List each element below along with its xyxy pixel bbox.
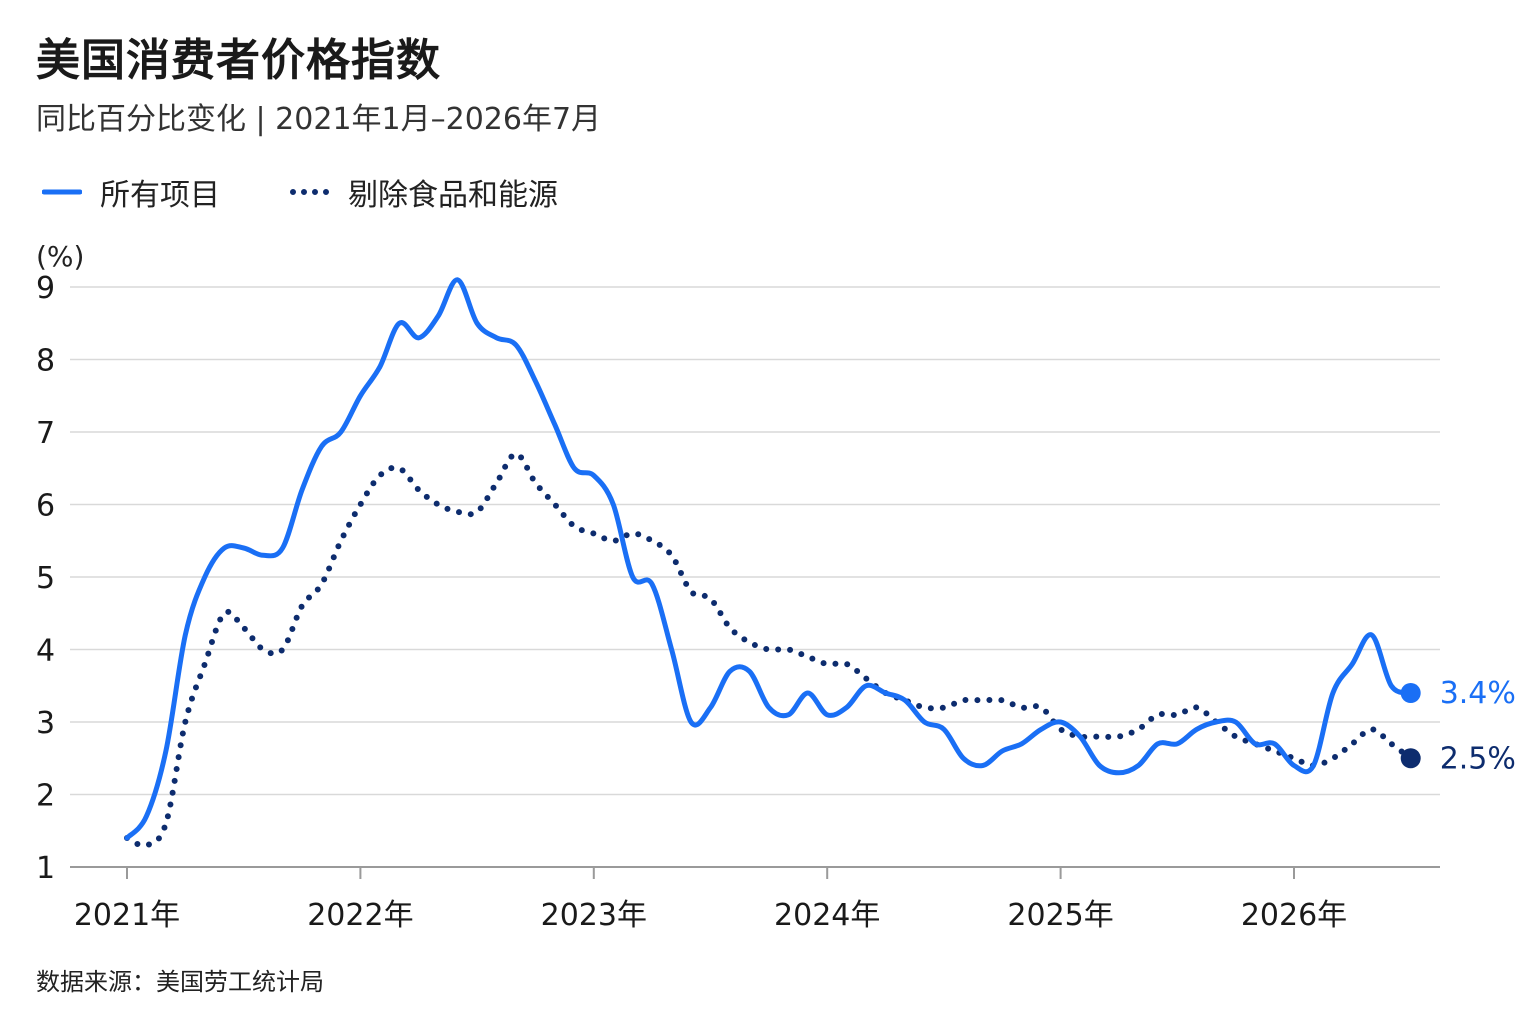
- chart-title: 美国消费者价格指数: [36, 35, 441, 86]
- series-end-marker: [1400, 683, 1421, 703]
- y-tick-label: 4: [36, 634, 55, 669]
- series-end-marker: [1400, 748, 1421, 769]
- legend-item-core: 剔除食品和能源: [290, 170, 558, 214]
- y-tick-label: 8: [36, 344, 55, 379]
- x-tick-label: 2025年: [1007, 898, 1113, 933]
- chart-subtitle: 同比百分比变化 | 2021年1月–2026年7月: [36, 102, 602, 137]
- source-note: 数据来源：美国劳工统计局: [36, 968, 324, 996]
- y-tick-label: 6: [36, 489, 55, 524]
- legend: 所有项目 剔除食品和能源: [42, 170, 628, 214]
- x-tick-label: 2026年: [1241, 898, 1347, 933]
- y-axis-unit-label: (%): [36, 240, 85, 273]
- legend-item-all-items: 所有项目: [42, 170, 220, 214]
- y-tick-label: 3: [36, 706, 55, 741]
- y-tick-label: 2: [36, 779, 55, 814]
- x-tick-label: 2023年: [541, 898, 647, 933]
- y-tick-label: 5: [36, 561, 55, 596]
- y-tick-label: 7: [36, 416, 55, 451]
- x-tick-label: 2024年: [774, 898, 880, 933]
- legend-label-all-items: 所有项目: [100, 178, 220, 213]
- series-line-all-items: [124, 277, 1414, 841]
- x-tick-label: 2021年: [74, 898, 180, 933]
- series-end-label: 2.5%: [1440, 741, 1516, 776]
- series-end-label: 3.4%: [1440, 676, 1516, 711]
- series-line-core: [124, 450, 1414, 849]
- legend-swatch-solid-icon: [42, 189, 82, 195]
- y-tick-label: 9: [36, 271, 55, 306]
- y-tick-label: 1: [36, 851, 55, 886]
- legend-label-core: 剔除食品和能源: [348, 178, 558, 213]
- x-tick-label: 2022年: [307, 898, 413, 933]
